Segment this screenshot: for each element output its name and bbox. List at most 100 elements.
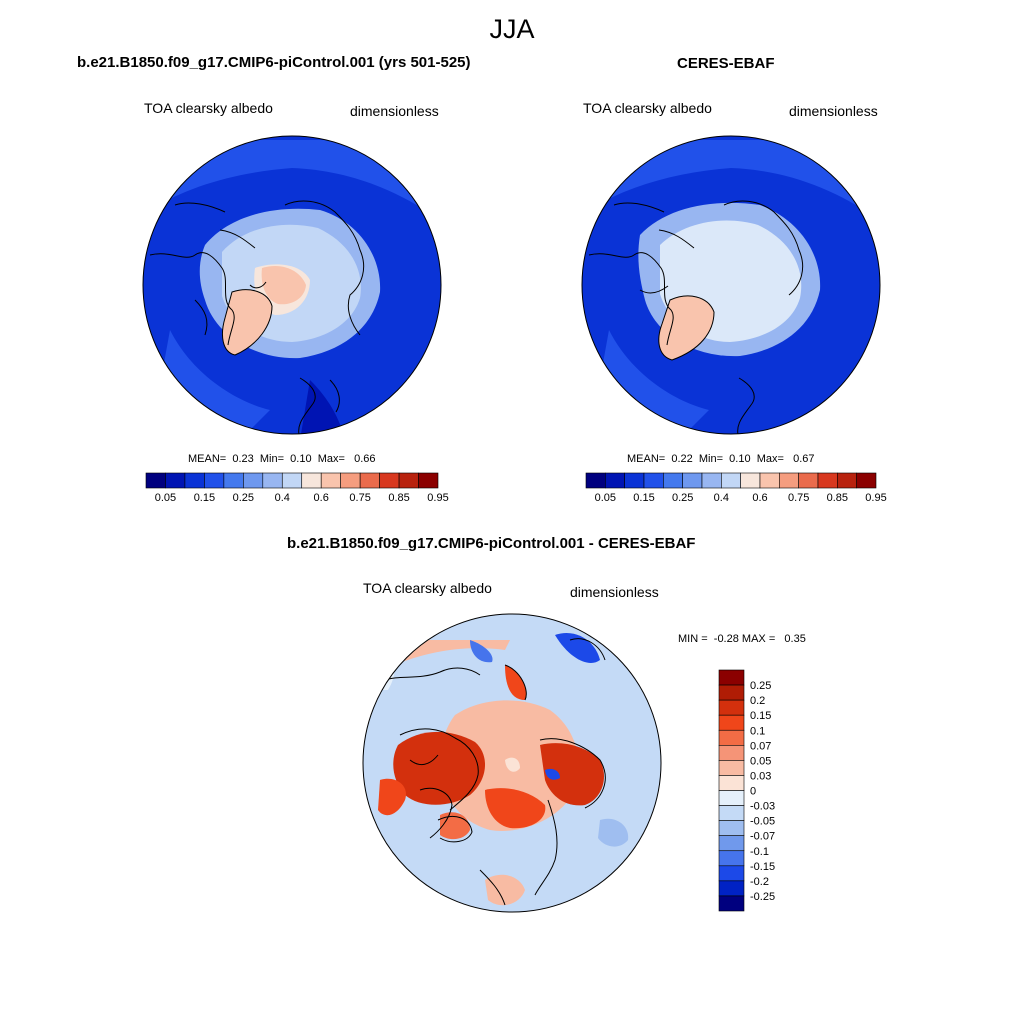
diff-colorbar-tick-label: 0.05: [750, 755, 771, 767]
model-colorbar-box: [320, 472, 341, 489]
obs-colorbar-box: [759, 472, 780, 489]
diff-colorbar-tick-label: -0.25: [750, 891, 775, 903]
diff-colorbar-box: [718, 684, 745, 701]
obs-map-border: [581, 135, 881, 435]
obs-units-label: dimensionless: [789, 103, 878, 119]
obs-north-band: [582, 140, 880, 220]
diff-colorbar-box: [718, 790, 745, 806]
obs-stats: MEAN= 0.22 Min= 0.10 Max= 0.67: [627, 453, 815, 465]
diff-colorbar-tick-label: 0.2: [750, 695, 765, 707]
model-colorbar-box: [204, 472, 225, 489]
obs-colorbar-box: [798, 472, 819, 489]
figure-title: JJA: [489, 14, 535, 44]
diff-colorbar-box: [718, 699, 745, 716]
model-variable-label: TOA clearsky albedo: [144, 100, 273, 116]
diff-colorbar-box: [718, 760, 745, 776]
model-colorbar-box: [243, 472, 264, 489]
model-colorbar-box: [165, 472, 186, 489]
model-colorbar-tick-label: 0.75: [349, 492, 370, 504]
model-greenland: [222, 289, 272, 355]
obs-colorbar-box: [605, 472, 625, 489]
model-map-border: [142, 135, 442, 435]
obs-colorbar-box: [779, 472, 799, 489]
model-colorbar-tick-label: 0.15: [194, 492, 215, 504]
obs-colorbar-box: [624, 472, 645, 489]
diff-colorbar-tick-label: 0.25: [750, 680, 771, 692]
model-colorbar-tick-label: 0.4: [275, 492, 290, 504]
model-colorbar-tick-label: 0.95: [427, 492, 448, 504]
obs-colorbar-tick-label: 0.25: [672, 492, 693, 504]
diff-colorbar-tick-label: -0.15: [750, 861, 775, 873]
obs-colorbar-box: [721, 472, 741, 489]
model-colorbar-box: [398, 472, 419, 489]
diff-siberia-positive: [540, 743, 605, 806]
diff-map-border: [362, 613, 662, 913]
obs-colorbar-box: [837, 472, 857, 489]
model-colorbar-box: [281, 472, 303, 489]
model-colorbar-tick-label: 0.05: [155, 492, 176, 504]
diff-colorbar-box: [718, 850, 745, 867]
obs-colorbar-box: [682, 472, 703, 489]
model-colorbar-box: [223, 472, 244, 489]
model-units-label: dimensionless: [350, 103, 439, 119]
diff-colorbar-tick-label: 0: [750, 786, 756, 798]
diff-polar-map: [362, 613, 662, 913]
diff-colorbar: 0.25 0.2 0.15 0.1 0.07 0.05 0.03 0 -0.03 -0.05 -0.…: [718, 669, 775, 912]
diff-colorbar-box: [718, 775, 745, 791]
diff-colorbar-tick-label: -0.03: [750, 801, 775, 813]
diff-colorbar-tick-label: -0.07: [750, 831, 775, 843]
obs-colorbar-tick-label: 0.75: [788, 492, 809, 504]
obs-colorbar-tick-label: 0.6: [752, 492, 767, 504]
model-colorbar-tick-label: 0.25: [233, 492, 254, 504]
diff-colorbar-box: [718, 714, 745, 731]
diff-canada-positive: [393, 731, 486, 805]
obs-colorbar-box: [663, 472, 683, 489]
diff-panel-title: b.e21.B1850.f09_g17.CMIP6-piControl.001 …: [287, 535, 696, 552]
diff-variable-label: TOA clearsky albedo: [363, 580, 492, 596]
model-colorbar-box: [359, 472, 380, 489]
diff-colorbar-box: [718, 895, 745, 912]
obs-colorbar-tick-label: 0.15: [633, 492, 654, 504]
diff-colorbar-box: [718, 880, 745, 897]
model-colorbar-box: [340, 472, 361, 489]
model-colorbar-box: [145, 472, 166, 489]
model-colorbar-box: [418, 472, 439, 489]
model-colorbar-box: [301, 472, 322, 489]
model-north-band: [143, 140, 441, 220]
obs-colorbar-box: [817, 472, 838, 489]
diff-colorbar-box: [718, 865, 745, 882]
obs-colorbar-tick-label: 0.05: [595, 492, 616, 504]
model-colorbar-box: [379, 472, 400, 489]
obs-colorbar: 0.05 0.15 0.25 0.4 0.6 0.75 0.85 0.95: [585, 472, 887, 504]
obs-panel-title: CERES-EBAF: [677, 55, 775, 72]
diff-colorbar-box: [718, 729, 745, 746]
obs-colorbar-tick-label: 0.4: [714, 492, 729, 504]
diff-colorbar-box: [718, 745, 745, 761]
diff-units-label: dimensionless: [570, 584, 659, 600]
obs-colorbar-box: [740, 472, 761, 489]
obs-colorbar-box: [643, 472, 664, 489]
model-stats: MEAN= 0.23 Min= 0.10 Max= 0.66: [188, 453, 376, 465]
obs-polar-map: [581, 135, 881, 435]
obs-colorbar-tick-label: 0.85: [827, 492, 848, 504]
diff-colorbar-tick-label: 0.07: [750, 740, 771, 752]
obs-colorbar-box: [701, 472, 722, 489]
model-polar-map: [142, 135, 442, 435]
model-colorbar-box: [184, 472, 205, 489]
diff-colorbar-tick-label: -0.1: [750, 846, 769, 858]
diff-colorbar-tick-label: 0.1: [750, 725, 765, 737]
diff-colorbar-tick-label: 0.03: [750, 770, 771, 782]
obs-colorbar-box: [856, 472, 877, 489]
diff-colorbar-box: [718, 835, 745, 852]
model-colorbar-tick-label: 0.85: [388, 492, 409, 504]
obs-variable-label: TOA clearsky albedo: [583, 100, 712, 116]
diff-colorbar-box: [718, 669, 745, 686]
diff-colorbar-tick-label: 0.15: [750, 710, 771, 722]
model-panel-title: b.e21.B1850.f09_g17.CMIP6-piControl.001 …: [77, 54, 471, 71]
diff-colorbar-box: [718, 820, 745, 836]
model-colorbar-box: [262, 472, 283, 489]
obs-colorbar-tick-label: 0.95: [865, 492, 886, 504]
diff-stats: MIN = -0.28 MAX = 0.35: [678, 633, 806, 645]
diff-colorbar-box: [718, 805, 745, 821]
